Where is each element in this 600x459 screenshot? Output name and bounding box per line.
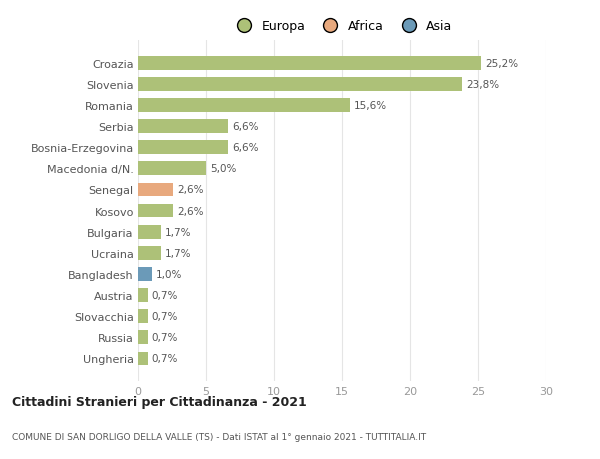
- Bar: [138, 162, 206, 176]
- Text: 1,0%: 1,0%: [155, 269, 182, 280]
- Bar: [138, 246, 161, 260]
- Text: 2,6%: 2,6%: [178, 185, 204, 195]
- Text: 23,8%: 23,8%: [466, 80, 499, 90]
- Text: 15,6%: 15,6%: [354, 101, 388, 111]
- Bar: [138, 225, 161, 239]
- Bar: [138, 331, 148, 344]
- Bar: [138, 352, 148, 365]
- Text: 0,7%: 0,7%: [152, 354, 178, 364]
- Text: 2,6%: 2,6%: [178, 206, 204, 216]
- Text: Cittadini Stranieri per Cittadinanza - 2021: Cittadini Stranieri per Cittadinanza - 2…: [12, 396, 307, 409]
- Bar: [138, 99, 350, 112]
- Bar: [138, 310, 148, 324]
- Text: 6,6%: 6,6%: [232, 122, 259, 132]
- Text: 0,7%: 0,7%: [152, 291, 178, 301]
- Bar: [138, 57, 481, 70]
- Bar: [138, 141, 228, 155]
- Text: 1,7%: 1,7%: [165, 227, 192, 237]
- Text: 5,0%: 5,0%: [210, 164, 236, 174]
- Text: 1,7%: 1,7%: [165, 248, 192, 258]
- Text: COMUNE DI SAN DORLIGO DELLA VALLE (TS) - Dati ISTAT al 1° gennaio 2021 - TUTTITA: COMUNE DI SAN DORLIGO DELLA VALLE (TS) -…: [12, 431, 426, 441]
- Legend: Europa, Africa, Asia: Europa, Africa, Asia: [232, 20, 452, 34]
- Text: 25,2%: 25,2%: [485, 59, 518, 68]
- Bar: [138, 268, 152, 281]
- Bar: [138, 289, 148, 302]
- Bar: [138, 120, 228, 134]
- Bar: [138, 183, 173, 197]
- Bar: [138, 204, 173, 218]
- Text: 6,6%: 6,6%: [232, 143, 259, 153]
- Bar: [138, 78, 461, 91]
- Text: 0,7%: 0,7%: [152, 333, 178, 342]
- Text: 0,7%: 0,7%: [152, 312, 178, 321]
